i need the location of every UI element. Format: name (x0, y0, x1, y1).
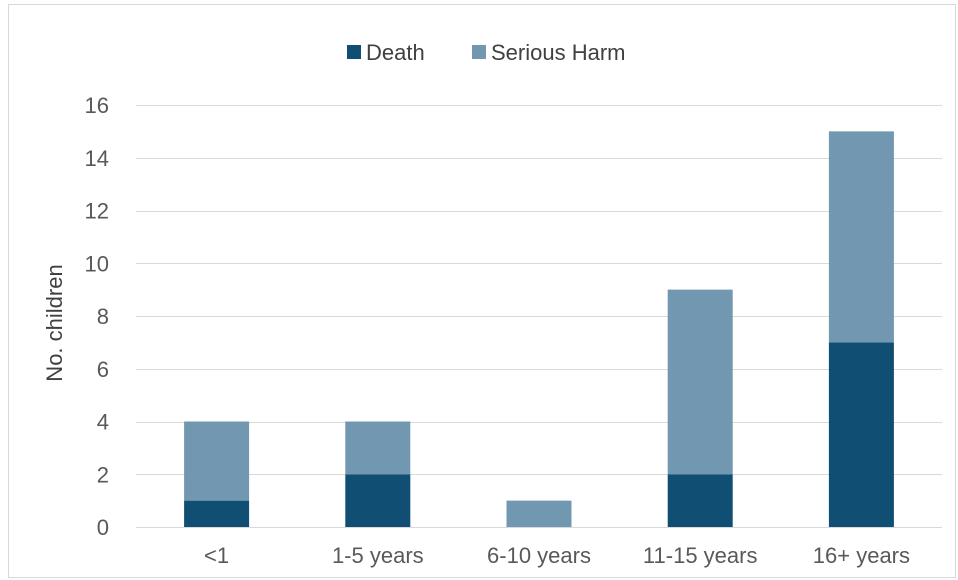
bar-serious-harm (184, 421, 250, 501)
y-tick-label: 4 (97, 410, 109, 435)
y-tick-label: 2 (97, 462, 109, 487)
x-tick-label: 11-15 years (643, 543, 758, 568)
x-tick-label: 1-5 years (332, 543, 424, 568)
y-tick-label: 10 (85, 251, 109, 276)
legend: Death Serious Harm (347, 40, 625, 65)
bar-serious-harm (345, 421, 411, 475)
bar-serious-harm (667, 289, 733, 475)
bar-death (667, 474, 733, 527)
bar-death (184, 500, 250, 527)
x-tick-labels: <1 1-5 years 6-10 years 11-15 years 16+ year… (204, 543, 910, 568)
x-tick-label: 16+ years (813, 543, 910, 568)
x-tick-label: <1 (204, 543, 229, 568)
gridlines (136, 105, 942, 528)
y-axis-title: No. children (42, 264, 67, 381)
bar-death (828, 342, 894, 527)
legend-label: Serious Harm (491, 40, 625, 65)
y-tick-labels: 0 2 4 6 8 10 12 14 16 (85, 93, 109, 540)
bars (184, 131, 894, 527)
y-tick-label: 6 (97, 357, 109, 382)
y-tick-label: 8 (97, 304, 109, 329)
y-tick-label: 16 (85, 93, 109, 118)
bar-serious-harm (506, 500, 572, 527)
legend-label: Death (366, 40, 425, 65)
x-tick-label: 6-10 years (487, 543, 591, 568)
y-tick-label: 12 (85, 199, 109, 224)
y-tick-label: 14 (85, 146, 109, 171)
chart-frame: 0 2 4 6 8 10 12 14 16 <1 1-5 years 6-10 years 11-15… (8, 4, 956, 578)
stacked-bar-chart: 0 2 4 6 8 10 12 14 16 <1 1-5 years 6-10 years 11-15… (42, 40, 942, 568)
bar-death (345, 474, 411, 527)
legend-swatch (472, 45, 486, 59)
legend-swatch (347, 45, 361, 59)
y-tick-label: 0 (97, 515, 109, 540)
bar-serious-harm (828, 131, 894, 343)
